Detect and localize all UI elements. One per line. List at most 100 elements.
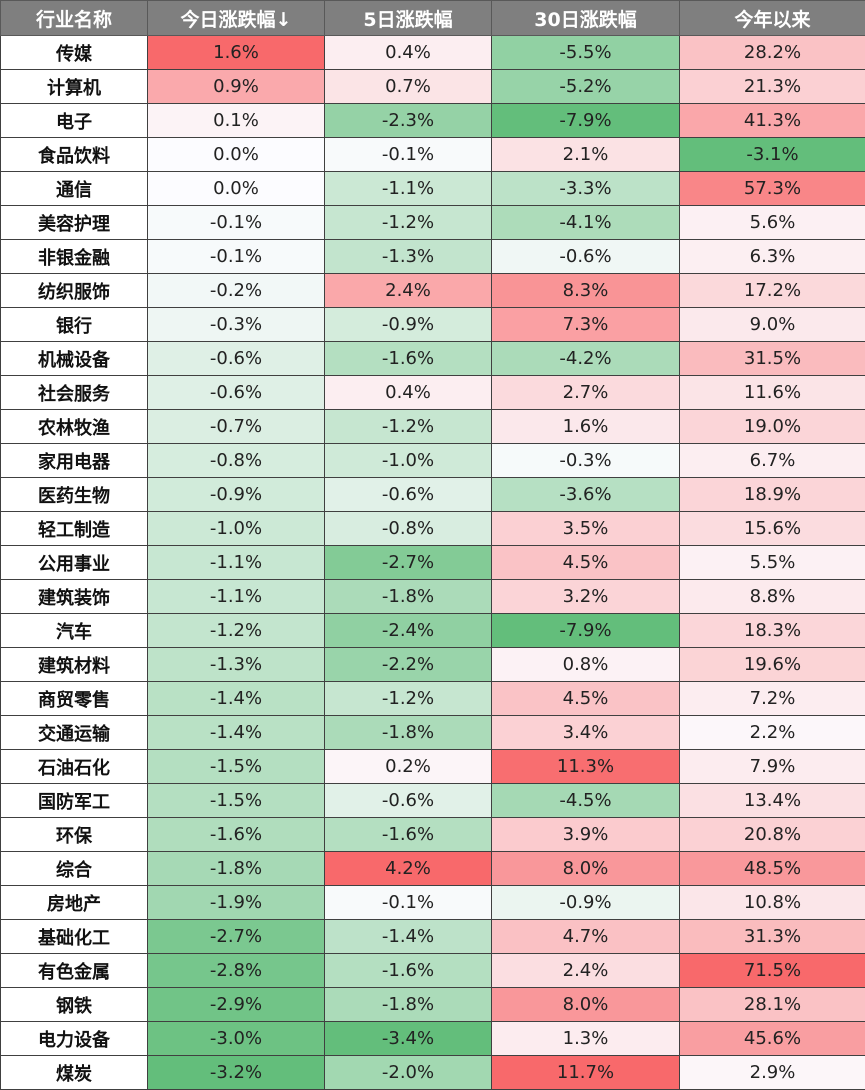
table-row: 家用电器-0.8%-1.0%-0.3%6.7% <box>1 444 865 478</box>
5day-change-cell: -1.8% <box>325 716 492 750</box>
industry-name-cell: 美容护理 <box>1 206 148 240</box>
30day-change-cell: 3.5% <box>492 512 680 546</box>
30day-change-cell: 11.3% <box>492 750 680 784</box>
30day-change-cell: -7.9% <box>492 104 680 138</box>
today-change-cell: 0.1% <box>148 104 325 138</box>
30day-change-cell: 2.4% <box>492 954 680 988</box>
table-row: 轻工制造-1.0%-0.8%3.5%15.6% <box>1 512 865 546</box>
5day-change-cell: -0.9% <box>325 308 492 342</box>
table-row: 建筑装饰-1.1%-1.8%3.2%8.8% <box>1 580 865 614</box>
header-industry-name[interactable]: 行业名称 <box>1 1 148 36</box>
industry-name-cell: 有色金属 <box>1 954 148 988</box>
ytd-change-cell: 17.2% <box>680 274 865 308</box>
ytd-change-cell: 18.3% <box>680 614 865 648</box>
industry-name-cell: 银行 <box>1 308 148 342</box>
30day-change-cell: -5.2% <box>492 70 680 104</box>
industry-name-cell: 房地产 <box>1 886 148 920</box>
30day-change-cell: 3.2% <box>492 580 680 614</box>
30day-change-cell: 4.5% <box>492 546 680 580</box>
header-row: 行业名称 今日涨跌幅↓ 5日涨跌幅 30日涨跌幅 今年以来 <box>1 1 865 36</box>
30day-change-cell: -0.9% <box>492 886 680 920</box>
30day-change-cell: 7.3% <box>492 308 680 342</box>
today-change-cell: -1.5% <box>148 750 325 784</box>
30day-change-cell: 8.0% <box>492 852 680 886</box>
industry-name-cell: 农林牧渔 <box>1 410 148 444</box>
5day-change-cell: -2.4% <box>325 614 492 648</box>
table-row: 有色金属-2.8%-1.6%2.4%71.5% <box>1 954 865 988</box>
ytd-change-cell: 10.8% <box>680 886 865 920</box>
30day-change-cell: 8.0% <box>492 988 680 1022</box>
30day-change-cell: 2.1% <box>492 138 680 172</box>
5day-change-cell: -2.3% <box>325 104 492 138</box>
table-row: 环保-1.6%-1.6%3.9%20.8% <box>1 818 865 852</box>
industry-name-cell: 建筑材料 <box>1 648 148 682</box>
industry-name-cell: 通信 <box>1 172 148 206</box>
header-ytd-change[interactable]: 今年以来 <box>680 1 865 36</box>
industry-name-cell: 计算机 <box>1 70 148 104</box>
today-change-cell: -0.7% <box>148 410 325 444</box>
ytd-change-cell: 28.2% <box>680 36 865 70</box>
today-change-cell: -0.1% <box>148 240 325 274</box>
5day-change-cell: -1.3% <box>325 240 492 274</box>
30day-change-cell: 1.3% <box>492 1022 680 1056</box>
industry-name-cell: 纺织服饰 <box>1 274 148 308</box>
industry-name-cell: 食品饮料 <box>1 138 148 172</box>
table-row: 石油石化-1.5%0.2%11.3%7.9% <box>1 750 865 784</box>
header-today-change[interactable]: 今日涨跌幅↓ <box>148 1 325 36</box>
today-change-cell: -1.1% <box>148 580 325 614</box>
today-change-cell: 0.0% <box>148 138 325 172</box>
header-5day-change[interactable]: 5日涨跌幅 <box>325 1 492 36</box>
30day-change-cell: 3.9% <box>492 818 680 852</box>
ytd-change-cell: 8.8% <box>680 580 865 614</box>
ytd-change-cell: 7.2% <box>680 682 865 716</box>
today-change-cell: -0.9% <box>148 478 325 512</box>
ytd-change-cell: 6.3% <box>680 240 865 274</box>
30day-change-cell: -5.5% <box>492 36 680 70</box>
table-row: 建筑材料-1.3%-2.2%0.8%19.6% <box>1 648 865 682</box>
table-row: 公用事业-1.1%-2.7%4.5%5.5% <box>1 546 865 580</box>
industry-name-cell: 家用电器 <box>1 444 148 478</box>
ytd-change-cell: 45.6% <box>680 1022 865 1056</box>
5day-change-cell: -1.0% <box>325 444 492 478</box>
30day-change-cell: 11.7% <box>492 1056 680 1090</box>
table-row: 纺织服饰-0.2%2.4%8.3%17.2% <box>1 274 865 308</box>
industry-name-cell: 石油石化 <box>1 750 148 784</box>
30day-change-cell: 1.6% <box>492 410 680 444</box>
5day-change-cell: -3.4% <box>325 1022 492 1056</box>
ytd-change-cell: 19.0% <box>680 410 865 444</box>
industry-name-cell: 社会服务 <box>1 376 148 410</box>
5day-change-cell: -1.1% <box>325 172 492 206</box>
ytd-change-cell: 48.5% <box>680 852 865 886</box>
table-row: 房地产-1.9%-0.1%-0.9%10.8% <box>1 886 865 920</box>
today-change-cell: -2.9% <box>148 988 325 1022</box>
5day-change-cell: -2.0% <box>325 1056 492 1090</box>
30day-change-cell: -4.1% <box>492 206 680 240</box>
header-30day-change[interactable]: 30日涨跌幅 <box>492 1 680 36</box>
30day-change-cell: -0.3% <box>492 444 680 478</box>
ytd-change-cell: 31.3% <box>680 920 865 954</box>
ytd-change-cell: 15.6% <box>680 512 865 546</box>
ytd-change-cell: 19.6% <box>680 648 865 682</box>
table-row: 银行-0.3%-0.9%7.3%9.0% <box>1 308 865 342</box>
industry-name-cell: 环保 <box>1 818 148 852</box>
30day-change-cell: 8.3% <box>492 274 680 308</box>
ytd-change-cell: 57.3% <box>680 172 865 206</box>
industry-name-cell: 电力设备 <box>1 1022 148 1056</box>
industry-name-cell: 公用事业 <box>1 546 148 580</box>
30day-change-cell: -0.6% <box>492 240 680 274</box>
30day-change-cell: -3.6% <box>492 478 680 512</box>
industry-name-cell: 非银金融 <box>1 240 148 274</box>
industry-name-cell: 机械设备 <box>1 342 148 376</box>
industry-name-cell: 综合 <box>1 852 148 886</box>
ytd-change-cell: 6.7% <box>680 444 865 478</box>
industry-name-cell: 商贸零售 <box>1 682 148 716</box>
industry-name-cell: 建筑装饰 <box>1 580 148 614</box>
30day-change-cell: 3.4% <box>492 716 680 750</box>
ytd-change-cell: 2.2% <box>680 716 865 750</box>
5day-change-cell: -1.2% <box>325 682 492 716</box>
table-row: 社会服务-0.6%0.4%2.7%11.6% <box>1 376 865 410</box>
